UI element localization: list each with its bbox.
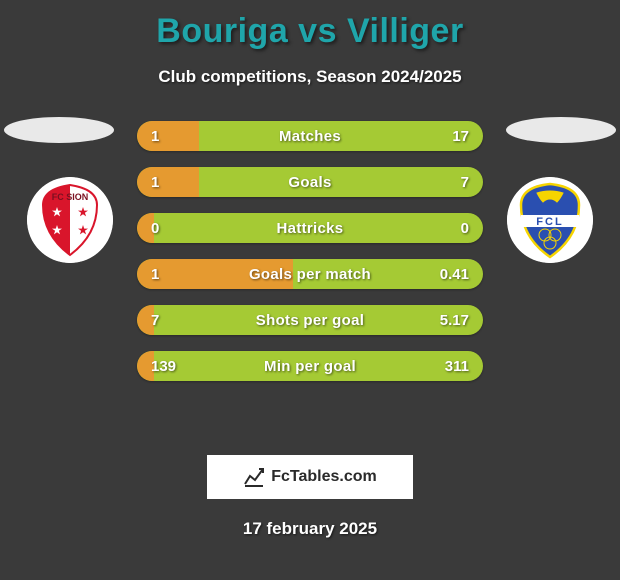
player-shadow-left [4, 117, 114, 143]
svg-text:FCL: FCL [536, 216, 563, 228]
stat-label: Hattricks [137, 213, 483, 243]
stat-row: 75.17Shots per goal [137, 305, 483, 335]
stat-row: 10.41Goals per match [137, 259, 483, 289]
stat-label: Shots per goal [137, 305, 483, 335]
fc-luzern-badge-icon: FCL [507, 177, 593, 263]
team-badge-right: FCL [507, 177, 593, 263]
stat-row: 139311Min per goal [137, 351, 483, 381]
page-subtitle: Club competitions, Season 2024/2025 [0, 67, 620, 87]
svg-text:FC SION: FC SION [52, 192, 89, 202]
brand-text: FcTables.com [271, 468, 377, 486]
footer-date: 17 february 2025 [0, 519, 620, 539]
stat-label: Goals [137, 167, 483, 197]
stat-label: Goals per match [137, 259, 483, 289]
comparison-area: FC SION FCL 117Matches 17Goals 00Hattricks… [0, 121, 620, 441]
stat-label: Min per goal [137, 351, 483, 381]
stat-row: 117Matches [137, 121, 483, 151]
chart-icon [243, 466, 265, 488]
team-badge-left: FC SION [27, 177, 113, 263]
stat-bars: 117Matches 17Goals 00Hattricks 10.41Goals p… [137, 121, 483, 397]
player-shadow-right [506, 117, 616, 143]
fc-sion-badge-icon: FC SION [27, 177, 113, 263]
page-title: Bouriga vs Villiger [0, 0, 620, 51]
stat-row: 17Goals [137, 167, 483, 197]
brand-pill: FcTables.com [207, 455, 413, 499]
stat-label: Matches [137, 121, 483, 151]
stat-row: 00Hattricks [137, 213, 483, 243]
